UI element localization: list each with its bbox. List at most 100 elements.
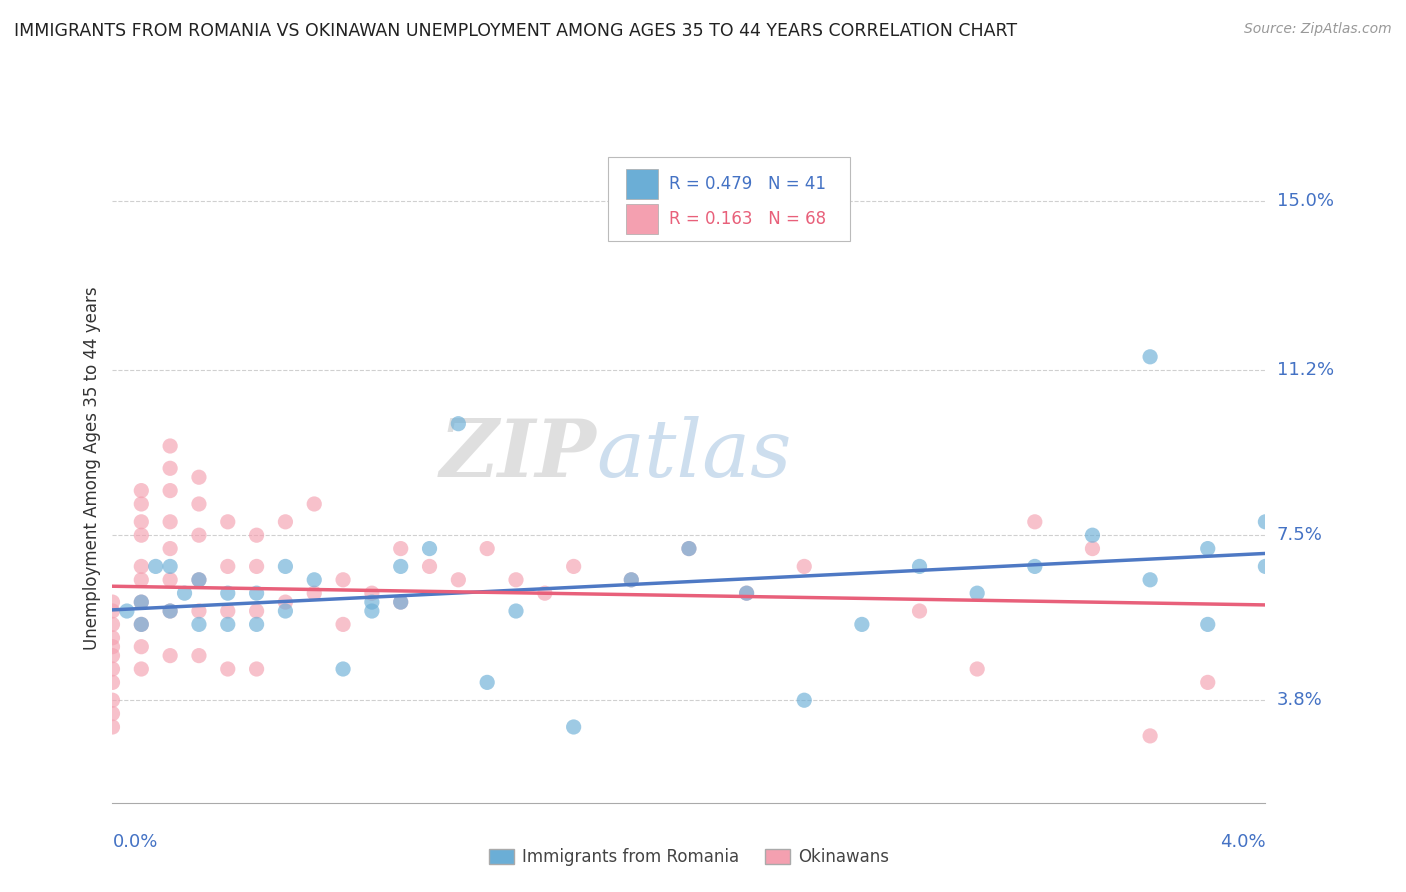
Point xyxy=(304,573,326,587)
Text: 3.8%: 3.8% xyxy=(1277,691,1322,709)
Point xyxy=(678,541,700,556)
Point xyxy=(188,497,211,511)
Point xyxy=(274,515,297,529)
Point xyxy=(217,559,239,574)
Point xyxy=(419,559,441,574)
Point xyxy=(908,559,931,574)
Point xyxy=(188,528,211,542)
Point xyxy=(188,617,211,632)
Text: 15.0%: 15.0% xyxy=(1277,192,1333,210)
Point xyxy=(159,541,181,556)
Point xyxy=(389,541,412,556)
Point xyxy=(360,604,382,618)
Point xyxy=(129,497,153,511)
Text: R = 0.479   N = 41: R = 0.479 N = 41 xyxy=(669,175,827,193)
Point xyxy=(101,648,124,663)
Text: IMMIGRANTS FROM ROMANIA VS OKINAWAN UNEMPLOYMENT AMONG AGES 35 TO 44 YEARS CORRE: IMMIGRANTS FROM ROMANIA VS OKINAWAN UNEM… xyxy=(14,22,1017,40)
Point xyxy=(159,573,181,587)
Point xyxy=(562,559,585,574)
Point xyxy=(188,573,211,587)
Point xyxy=(389,595,412,609)
Point xyxy=(129,515,153,529)
Point xyxy=(129,617,153,632)
Text: Source: ZipAtlas.com: Source: ZipAtlas.com xyxy=(1244,22,1392,37)
Point xyxy=(173,586,195,600)
Point xyxy=(1024,559,1046,574)
Text: 0.0%: 0.0% xyxy=(112,833,157,851)
Point xyxy=(1081,541,1104,556)
Point xyxy=(793,559,815,574)
Point xyxy=(245,559,267,574)
Point xyxy=(217,604,239,618)
Point xyxy=(129,595,153,609)
Point xyxy=(159,559,181,574)
Point xyxy=(735,586,758,600)
Y-axis label: Unemployment Among Ages 35 to 44 years: Unemployment Among Ages 35 to 44 years xyxy=(83,286,101,650)
Point xyxy=(101,604,124,618)
Point xyxy=(245,662,267,676)
Point xyxy=(129,617,153,632)
Point xyxy=(129,528,153,542)
Point xyxy=(332,662,354,676)
Point xyxy=(475,675,498,690)
Point xyxy=(908,604,931,618)
Point xyxy=(274,595,297,609)
Point xyxy=(447,417,470,431)
Point xyxy=(217,515,239,529)
Point xyxy=(129,483,153,498)
Point xyxy=(129,640,153,654)
Point xyxy=(101,720,124,734)
Legend: Immigrants from Romania, Okinawans: Immigrants from Romania, Okinawans xyxy=(484,844,894,871)
Point xyxy=(1081,528,1104,542)
Point xyxy=(793,693,815,707)
Bar xyxy=(626,204,658,235)
Point xyxy=(1197,675,1219,690)
Point xyxy=(1139,350,1161,364)
Point xyxy=(101,662,124,676)
Point xyxy=(217,586,239,600)
Point xyxy=(245,617,267,632)
Point xyxy=(1139,729,1161,743)
Bar xyxy=(626,169,658,199)
Point xyxy=(505,573,527,587)
Point xyxy=(447,573,470,587)
Point xyxy=(159,648,181,663)
Point xyxy=(159,604,181,618)
Point xyxy=(129,559,153,574)
Point xyxy=(188,573,211,587)
Point xyxy=(101,675,124,690)
Point xyxy=(304,497,326,511)
Point xyxy=(217,617,239,632)
Point xyxy=(332,573,354,587)
Point xyxy=(966,586,988,600)
FancyBboxPatch shape xyxy=(609,157,851,241)
Point xyxy=(620,573,643,587)
Point xyxy=(245,604,267,618)
Point xyxy=(115,604,138,618)
Point xyxy=(360,586,382,600)
Point xyxy=(1197,617,1219,632)
Point xyxy=(129,595,153,609)
Point xyxy=(188,604,211,618)
Point xyxy=(620,573,643,587)
Point xyxy=(159,604,181,618)
Point xyxy=(188,470,211,484)
Point xyxy=(101,617,124,632)
Point xyxy=(1024,515,1046,529)
Point xyxy=(274,604,297,618)
Point xyxy=(129,573,153,587)
Point xyxy=(101,706,124,721)
Text: atlas: atlas xyxy=(596,417,792,493)
Point xyxy=(562,720,585,734)
Point xyxy=(1254,559,1277,574)
Point xyxy=(475,541,498,556)
Point xyxy=(389,595,412,609)
Point xyxy=(159,483,181,498)
Point xyxy=(217,662,239,676)
Point xyxy=(245,528,267,542)
Point xyxy=(735,586,758,600)
Point xyxy=(274,559,297,574)
Point xyxy=(159,439,181,453)
Point xyxy=(159,461,181,475)
Point xyxy=(851,617,873,632)
